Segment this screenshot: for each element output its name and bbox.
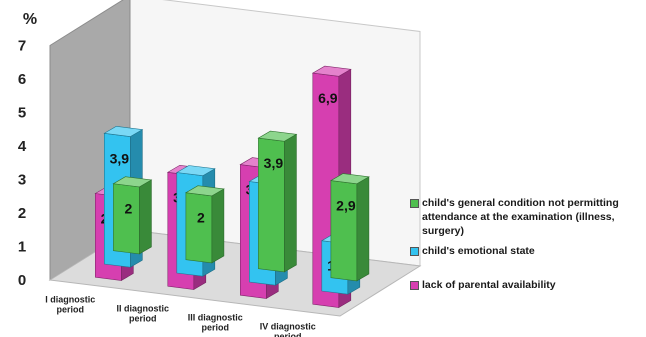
x-category-label: III diagnostic period	[188, 313, 243, 333]
bar-top	[112, 176, 153, 188]
x-category-label: II diagnostic period	[117, 304, 170, 324]
bar-side	[139, 179, 152, 255]
legend-label: lack of parental availability	[422, 279, 556, 291]
bar-front	[330, 180, 358, 282]
bar-side	[356, 176, 370, 282]
bar-front	[113, 183, 140, 255]
y-tick-label: 2	[18, 205, 26, 222]
bar-side	[284, 133, 297, 273]
data-label: 3,9	[110, 150, 130, 166]
bar-top	[257, 130, 298, 142]
legend-label: child's general condition not permitting…	[422, 197, 619, 237]
bar-top	[329, 173, 370, 185]
y-tick-label: 6	[18, 71, 26, 88]
y-tick-label: 7	[18, 38, 26, 55]
data-label: 2	[125, 201, 133, 217]
legend-item-general-condition: child's general condition not permitting…	[410, 196, 646, 238]
bar-top	[311, 65, 352, 77]
bar-top	[103, 125, 144, 137]
y-unit-label: %	[23, 11, 37, 28]
legend-swatch-magenta	[410, 281, 419, 290]
bar-top	[184, 185, 225, 197]
y-tick-label: 0	[18, 272, 26, 289]
data-label: 2	[197, 210, 205, 226]
data-label: 6,9	[318, 90, 338, 106]
legend-item-parental-availability: lack of parental availability	[410, 278, 646, 292]
legend-label: child's emotional state	[422, 245, 535, 257]
bar-top	[175, 165, 216, 177]
legend-item-emotional-state: child's emotional state	[410, 244, 646, 258]
x-category-label: I diagnostic period	[45, 295, 95, 315]
bar-side	[211, 188, 225, 264]
data-label: 2,9	[336, 198, 356, 214]
x-category-label: IV diagnostic period	[260, 322, 316, 337]
y-tick-label: 5	[18, 105, 26, 122]
y-tick-label: 4	[18, 138, 27, 155]
data-label: 3,9	[264, 155, 284, 171]
y-tick-label: 1	[18, 239, 26, 256]
chart-legend: child's general condition not permitting…	[410, 196, 646, 298]
bar-front	[185, 192, 213, 264]
legend-swatch-green	[410, 199, 419, 208]
legend-swatch-blue	[410, 247, 419, 256]
y-tick-label: 3	[18, 172, 26, 189]
